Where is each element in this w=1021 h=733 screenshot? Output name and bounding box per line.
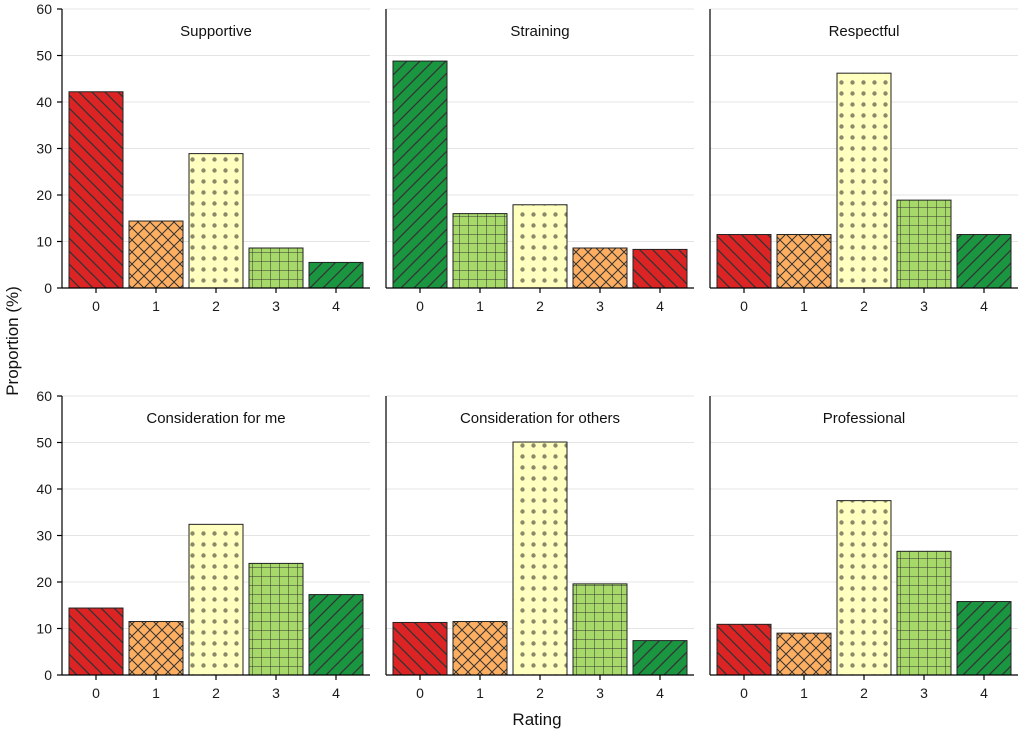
bar-2 — [512, 441, 568, 676]
bar-0 — [68, 91, 124, 289]
bar-3 — [896, 199, 952, 289]
bar-0 — [392, 60, 448, 289]
x-tick-label: 4 — [980, 298, 988, 314]
panel-title: Consideration for others — [460, 410, 620, 427]
x-tick-label: 0 — [416, 298, 424, 314]
bar-2 — [836, 500, 892, 676]
bar-4 — [308, 594, 364, 676]
x-tick-label: 2 — [860, 298, 868, 314]
y-tick-label: 0 — [44, 667, 52, 683]
y-tick-label: 20 — [36, 187, 52, 203]
bar-0 — [716, 234, 772, 289]
bar-1 — [776, 234, 832, 289]
bar-0 — [716, 623, 772, 676]
y-tick-label: 40 — [36, 94, 52, 110]
x-tick-label: 3 — [596, 298, 604, 314]
bar-2 — [512, 204, 568, 289]
x-tick-label: 1 — [476, 298, 484, 314]
panel-title: Consideration for me — [146, 410, 285, 427]
x-tick-label: 2 — [536, 685, 544, 701]
y-tick-label: 40 — [36, 481, 52, 497]
x-tick-label: 1 — [800, 298, 808, 314]
panel-5: 0 1 2 3 4 Consideration for others — [385, 395, 694, 701]
bar-4 — [632, 640, 688, 676]
bar-1 — [128, 220, 184, 289]
bar-2 — [836, 72, 892, 289]
x-tick-label: 2 — [212, 685, 220, 701]
y-tick-label: 0 — [44, 280, 52, 296]
bar-3 — [248, 562, 304, 676]
bar-3 — [572, 583, 628, 676]
x-tick-label: 3 — [920, 298, 928, 314]
y-tick-label: 30 — [36, 141, 52, 157]
x-tick-label: 0 — [416, 685, 424, 701]
y-tick-label: 10 — [36, 621, 52, 637]
x-tick-label: 1 — [152, 298, 160, 314]
bar-1 — [776, 632, 832, 676]
x-tick-label: 2 — [212, 298, 220, 314]
x-tick-label: 1 — [152, 685, 160, 701]
bar-3 — [572, 247, 628, 289]
bar-3 — [248, 247, 304, 289]
x-tick-label: 1 — [476, 685, 484, 701]
bar-4 — [956, 234, 1012, 289]
panel-title: Supportive — [180, 23, 252, 40]
y-tick-label: 10 — [36, 234, 52, 250]
x-tick-label: 4 — [656, 298, 664, 314]
panel-title: Straining — [510, 23, 569, 40]
x-tick-label: 0 — [92, 298, 100, 314]
x-tick-label: 0 — [92, 685, 100, 701]
bar-3 — [896, 550, 952, 676]
bar-1 — [452, 621, 508, 676]
bar-1 — [128, 621, 184, 676]
y-axis-title: Proportion (%) — [3, 286, 22, 396]
panel-title: Professional — [823, 410, 906, 427]
bar-1 — [452, 213, 508, 289]
bar-4 — [308, 261, 364, 289]
y-tick-label: 30 — [36, 528, 52, 544]
bar-2 — [188, 153, 244, 289]
y-tick-label: 50 — [36, 48, 52, 64]
x-tick-label: 1 — [800, 685, 808, 701]
x-tick-label: 4 — [656, 685, 664, 701]
panel-6: 0 1 2 3 4 Professional — [709, 395, 1018, 701]
bar-4 — [632, 248, 688, 289]
y-tick-label: 50 — [36, 435, 52, 451]
x-tick-label: 3 — [596, 685, 604, 701]
x-tick-label: 3 — [272, 685, 280, 701]
x-axis-title: Rating — [512, 710, 561, 729]
x-tick-label: 2 — [536, 298, 544, 314]
x-tick-label: 2 — [860, 685, 868, 701]
x-tick-label: 3 — [272, 298, 280, 314]
y-tick-label: 60 — [36, 388, 52, 404]
bar-0 — [392, 621, 448, 676]
x-tick-label: 0 — [740, 685, 748, 701]
panel-title: Respectful — [829, 23, 900, 40]
panel-3: 0 1 2 3 4 Respectful — [709, 8, 1018, 314]
x-tick-label: 4 — [980, 685, 988, 701]
y-tick-label: 60 — [36, 1, 52, 17]
bar-0 — [68, 607, 124, 676]
x-tick-label: 4 — [332, 298, 340, 314]
bar-2 — [188, 523, 244, 676]
panel-2: 0 1 2 3 4 Straining — [385, 8, 694, 314]
x-tick-label: 3 — [920, 685, 928, 701]
y-tick-label: 20 — [36, 574, 52, 590]
x-tick-label: 4 — [332, 685, 340, 701]
bar-4 — [956, 601, 1012, 676]
x-tick-label: 0 — [740, 298, 748, 314]
